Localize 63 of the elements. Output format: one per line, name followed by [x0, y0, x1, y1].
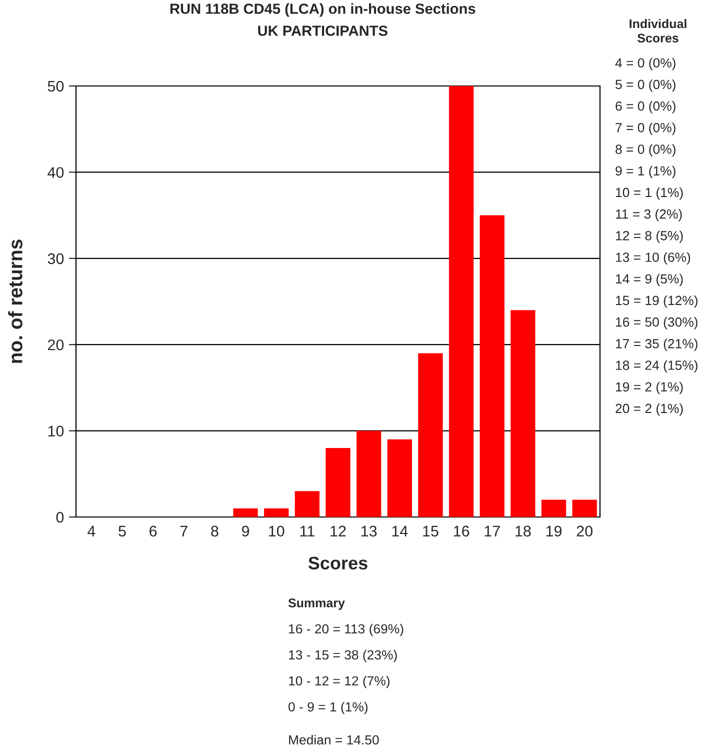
text: 16 - 20 = 113 (69%) — [289, 624, 404, 636]
bar — [510, 310, 536, 517]
x-tick-label: 16 — [454, 526, 470, 537]
text: 7 = 0 (0%) — [616, 122, 676, 135]
x-tick-label: 19 — [546, 526, 562, 537]
x-tick-label: 6 — [150, 526, 157, 537]
x-tick-label: 15 — [423, 526, 438, 537]
x-tick-label: 13 — [361, 526, 377, 537]
x-tick-label: 5 — [118, 526, 126, 537]
text: 16 = 50 (30%) — [616, 317, 698, 330]
x-tick-label: 12 — [330, 526, 346, 536]
text: 13 = 10 (6%) — [616, 252, 690, 265]
text: 9 = 1 (1%) — [616, 166, 676, 178]
text: Summary — [288, 598, 345, 610]
x-tick-label: 14 — [392, 526, 408, 536]
text: 10 = 1 (1%) — [616, 187, 683, 200]
text: 12 = 8 (5%) — [616, 230, 683, 243]
x-tick-label: 8 — [211, 526, 218, 537]
text: 18 = 24 (15%) — [616, 360, 698, 373]
text: 6 = 0 (0%) — [616, 101, 676, 114]
bar — [541, 500, 566, 517]
text: 17 = 35 (21%) — [616, 338, 698, 351]
bar — [294, 491, 320, 517]
bar — [233, 508, 258, 517]
bar — [326, 448, 350, 517]
text: Median = 14.50 — [289, 734, 379, 745]
bar — [264, 508, 289, 517]
y-tick-label: 50 — [48, 80, 64, 92]
x-axis-title: Scores — [308, 556, 368, 570]
x-tick-label: 11 — [300, 526, 314, 536]
y-tick-label: 10 — [48, 426, 64, 436]
text: 15 = 19 (12%) — [616, 295, 698, 308]
bar — [356, 430, 382, 517]
text: 19 = 2 (1%) — [616, 382, 683, 394]
x-tick-label: 7 — [180, 526, 188, 536]
y-axis-title: no. of returns — [8, 240, 22, 363]
x-tick-label: 20 — [576, 526, 592, 537]
x-tick-label: 18 — [516, 526, 531, 537]
text: 8 = 0 (0%) — [616, 144, 676, 157]
text: 14 = 9 (5%) — [616, 274, 683, 286]
chart-title: RUN 118B CD45 (LCA) on in-house Sections — [170, 3, 476, 17]
bar — [572, 500, 597, 517]
bar — [480, 215, 504, 517]
text: 20 = 2 (1%) — [616, 403, 683, 416]
y-tick-label: 0 — [56, 512, 64, 523]
x-tick-label: 4 — [88, 526, 96, 536]
x-tick-label: 9 — [242, 526, 250, 537]
text: 10 - 12 = 12 (7%) — [289, 676, 390, 688]
x-tick-label: 17 — [484, 526, 500, 536]
y-tick-label: 20 — [48, 339, 64, 350]
text: 0 - 9 = 1 (1%) — [288, 702, 368, 714]
bar — [448, 86, 474, 517]
text: 5 = 0 (0%) — [616, 79, 676, 92]
text: 4 = 0 (0%) — [615, 58, 676, 70]
y-tick-label: 30 — [48, 253, 64, 264]
bar — [418, 353, 443, 517]
text: 11 = 3 (2%) — [616, 209, 682, 222]
text: 13 - 15 = 38 (23%) — [289, 650, 397, 662]
bar — [387, 439, 412, 517]
text: Individual Scores — [630, 18, 686, 43]
chart-subtitle: UK PARTICIPANTS — [258, 26, 388, 36]
x-tick-label: 10 — [269, 526, 284, 537]
y-tick-label: 40 — [48, 167, 64, 178]
